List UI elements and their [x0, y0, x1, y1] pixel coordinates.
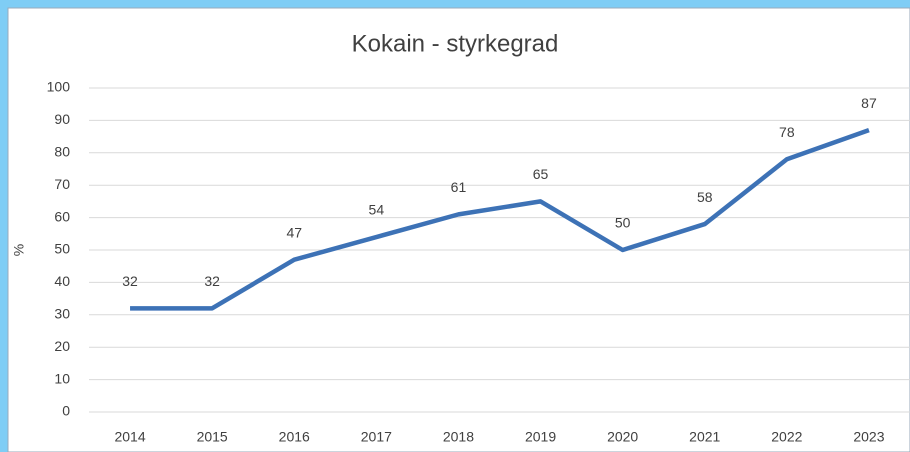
- data-label: 78: [779, 124, 795, 140]
- y-tick-label: 60: [54, 208, 70, 224]
- data-label: 87: [861, 95, 877, 111]
- x-tick-label: 2020: [607, 429, 638, 445]
- y-tick-label: 40: [54, 273, 70, 289]
- x-tick-label: 2023: [853, 429, 884, 445]
- data-label: 32: [204, 273, 220, 289]
- y-tick-label: 100: [47, 79, 71, 95]
- y-tick-label: 20: [54, 338, 70, 354]
- y-tick-label: 30: [54, 306, 70, 322]
- chart-title: Kokain - styrkegrad: [352, 30, 559, 57]
- chart-area: [7, 7, 910, 452]
- x-tick-label: 2018: [443, 429, 474, 445]
- y-axis-label: %: [11, 244, 27, 256]
- y-tick-label: 70: [54, 176, 70, 192]
- x-tick-label: 2021: [689, 429, 720, 445]
- data-label: 32: [122, 273, 138, 289]
- x-tick-label: 2016: [279, 429, 310, 445]
- y-tick-label: 90: [54, 111, 70, 127]
- y-tick-label: 0: [62, 403, 70, 419]
- data-label: 50: [615, 215, 631, 231]
- x-tick-label: 2014: [114, 429, 145, 445]
- data-label: 54: [369, 202, 385, 218]
- data-line: [130, 127, 870, 311]
- x-tick-label: 2019: [525, 429, 556, 445]
- data-label: 58: [697, 189, 713, 205]
- x-tick-label: 2015: [197, 429, 228, 445]
- y-tick-label: 10: [54, 370, 70, 386]
- y-tick-label: 50: [54, 241, 70, 257]
- data-label: 65: [533, 166, 549, 182]
- data-label: 47: [286, 224, 302, 240]
- data-label: 61: [451, 179, 467, 195]
- x-tick-label: 2017: [361, 429, 392, 445]
- y-tick-label: 80: [54, 144, 70, 160]
- x-tick-label: 2022: [771, 429, 802, 445]
